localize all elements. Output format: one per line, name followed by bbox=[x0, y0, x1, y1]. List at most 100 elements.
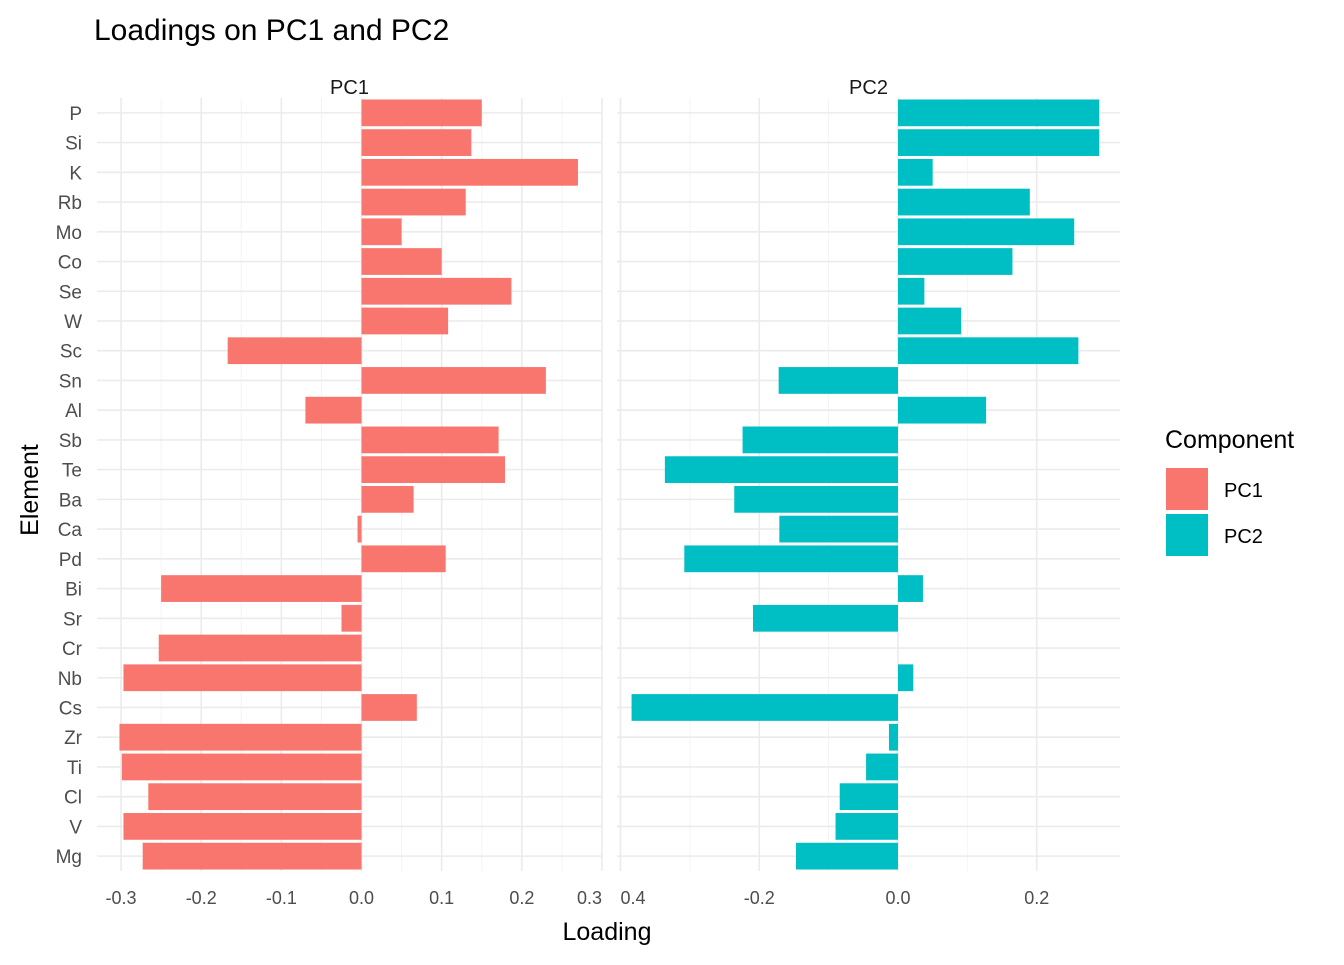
bar-pc1-co bbox=[361, 248, 442, 275]
bar-pc1-zr bbox=[119, 723, 362, 751]
bar-pc2-ca bbox=[779, 515, 898, 543]
bar-pc1-al bbox=[305, 396, 362, 424]
bar-pc2-sr bbox=[752, 604, 898, 632]
y-tick-label-co: Co bbox=[58, 253, 82, 274]
strip-label-pc2: PC2 bbox=[849, 77, 888, 99]
bar-pc2-nb bbox=[897, 664, 914, 692]
bar-pc1-k bbox=[361, 158, 578, 186]
x-tick-label-pc2-2: 0.0 bbox=[885, 888, 910, 908]
y-tick-label-sn: Sn bbox=[59, 371, 82, 392]
bar-pc2-ba bbox=[734, 485, 898, 513]
y-tick-label-mg: Mg bbox=[56, 847, 82, 868]
bar-pc1-v bbox=[123, 813, 362, 840]
bar-pc2-v bbox=[835, 813, 898, 840]
bar-pc2-ti bbox=[866, 753, 898, 781]
chart-title: Loadings on PC1 and PC2 bbox=[94, 14, 449, 47]
legend: Component PC1 PC2 bbox=[1165, 426, 1294, 556]
bar-pc2-co bbox=[897, 248, 1013, 275]
y-tick-label-mo: Mo bbox=[56, 223, 82, 244]
bar-pc2-sn bbox=[778, 367, 898, 394]
bar-pc1-si bbox=[361, 129, 472, 156]
y-tick-label-zr: Zr bbox=[64, 728, 83, 749]
x-tick-label-pc1-0: -0.3 bbox=[106, 888, 137, 908]
strip-label-pc1: PC1 bbox=[330, 77, 369, 99]
y-tick-label-cl: Cl bbox=[64, 788, 82, 809]
bar-pc1-cr bbox=[158, 634, 362, 662]
bar-pc2-sb bbox=[742, 426, 898, 454]
legend-swatch-pc1 bbox=[1166, 468, 1208, 510]
bar-pc2-cs bbox=[631, 694, 898, 721]
y-tick-label-ti: Ti bbox=[67, 758, 82, 779]
bar-pc2-se bbox=[897, 277, 925, 305]
x-tick-label-pc2-3: 0.2 bbox=[1024, 888, 1049, 908]
bar-pc2-al bbox=[897, 396, 987, 424]
bar-pc1-sr bbox=[341, 604, 362, 632]
bar-pc2-rb bbox=[897, 188, 1030, 216]
panel-pc2: 0.4 -0.2 0.0 0.2 PC2 bbox=[617, 77, 1120, 908]
legend-label-pc2: PC2 bbox=[1224, 526, 1263, 548]
y-tick-label-sb: Sb bbox=[59, 431, 82, 452]
x-tick-label-pc1-5: 0.2 bbox=[509, 888, 534, 908]
y-tick-label-si: Si bbox=[65, 134, 82, 155]
bar-pc1-bi bbox=[161, 575, 362, 602]
bar-pc1-mg bbox=[142, 842, 362, 870]
bar-pc1-ca bbox=[357, 515, 362, 543]
bar-pc1-cl bbox=[148, 783, 362, 811]
bar-pc2-mo bbox=[897, 218, 1075, 246]
bar-pc2-cl bbox=[839, 783, 898, 811]
y-tick-label-al: Al bbox=[65, 401, 82, 422]
y-tick-label-bi: Bi bbox=[65, 580, 82, 601]
x-tick-label-pc2-0: 0.4 bbox=[620, 888, 645, 908]
bar-pc1-ba bbox=[361, 485, 414, 513]
y-tick-label-cr: Cr bbox=[62, 639, 83, 660]
bar-pc2-zr bbox=[888, 723, 898, 751]
bar-pc2-bi bbox=[897, 575, 923, 602]
legend-swatch-pc2 bbox=[1166, 514, 1208, 556]
bar-pc1-w bbox=[361, 307, 449, 335]
x-tick-label-pc1-4: 0.1 bbox=[429, 888, 454, 908]
bar-pc1-sn bbox=[361, 367, 546, 394]
y-tick-label-sr: Sr bbox=[63, 609, 83, 630]
bar-pc2-pd bbox=[684, 545, 898, 573]
x-tick-label-pc1-3: 0.0 bbox=[349, 888, 374, 908]
legend-label-pc1: PC1 bbox=[1224, 480, 1263, 502]
bar-pc1-mo bbox=[361, 218, 402, 246]
bar-pc1-te bbox=[361, 456, 506, 484]
y-tick-label-sc: Sc bbox=[60, 342, 82, 363]
y-tick-label-nb: Nb bbox=[58, 669, 82, 690]
legend-title: Component bbox=[1165, 426, 1294, 454]
x-tick-label-pc2-1: -0.2 bbox=[744, 888, 775, 908]
bar-pc2-sc bbox=[897, 337, 1079, 365]
y-tick-label-ba: Ba bbox=[59, 490, 83, 511]
bar-pc1-nb bbox=[123, 664, 362, 692]
bar-pc2-w bbox=[897, 307, 962, 335]
bar-pc1-pd bbox=[361, 545, 446, 573]
bar-pc1-se bbox=[361, 277, 512, 305]
bar-pc2-p bbox=[897, 99, 1100, 127]
bar-pc1-p bbox=[361, 99, 482, 127]
y-axis-ticks: P Si K Rb Mo Co Se W Sc Sn Al Sb Te Ba Ca Pd Bi Sr Cr Nb Cs Z… bbox=[56, 104, 83, 868]
bar-pc1-ti bbox=[121, 753, 362, 781]
y-tick-label-te: Te bbox=[62, 461, 82, 482]
y-axis-title: Element bbox=[16, 444, 44, 536]
bar-pc2-te bbox=[664, 456, 898, 484]
y-tick-label-ca: Ca bbox=[58, 520, 83, 541]
y-tick-label-v: V bbox=[69, 817, 82, 838]
bar-pc1-rb bbox=[361, 188, 466, 216]
x-tick-label-pc1-1: -0.2 bbox=[186, 888, 217, 908]
y-tick-label-k: K bbox=[69, 163, 82, 184]
y-tick-label-p: P bbox=[69, 104, 82, 125]
bar-pc2-si bbox=[897, 129, 1100, 156]
bar-pc1-sc bbox=[227, 337, 362, 365]
x-tick-label-pc1-2: -0.1 bbox=[266, 888, 297, 908]
y-tick-label-pd: Pd bbox=[59, 550, 82, 571]
y-tick-label-rb: Rb bbox=[58, 193, 82, 214]
y-tick-label-se: Se bbox=[59, 282, 82, 303]
y-tick-label-w: W bbox=[64, 312, 82, 333]
y-tick-label-cs: Cs bbox=[59, 698, 82, 719]
bar-pc1-sb bbox=[361, 426, 499, 454]
bar-pc2-k bbox=[897, 158, 933, 186]
bar-pc2-mg bbox=[795, 842, 898, 870]
